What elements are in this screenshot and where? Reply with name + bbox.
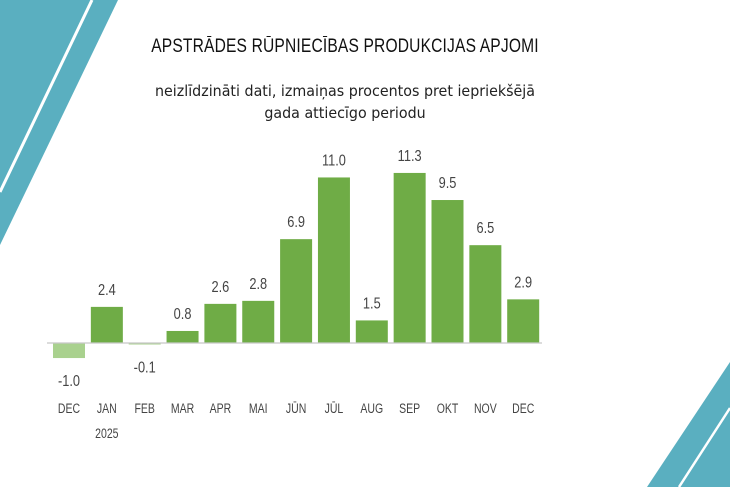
bar-11 [469,245,502,343]
subtitle-line-2: gada attiecīgo periodu [264,104,426,122]
chart-subtitle: neizlīdzināti dati, izmaiņas procentos p… [120,80,571,124]
data-label-2: -0.1 [134,359,156,377]
x-tick-label-6: JŪN [286,401,306,417]
bar-7 [317,177,350,343]
bar-8 [355,320,388,343]
bar-2 [128,343,161,345]
bar-3 [166,330,199,343]
x-tick-label-7: JŪL [325,401,344,417]
x-tick-label-10: OKT [437,401,459,417]
data-label-8: 1.5 [363,295,381,313]
subtitle-line-1: neizlīdzināti dati, izmaiņas procentos p… [154,82,536,100]
bar-12 [507,299,540,343]
x-tick-label-1: JAN [97,401,117,417]
x-tick-label-9: SEP [399,401,420,417]
x-tick-label-2: FEB [134,401,154,417]
bar-4 [204,303,237,343]
bar-6 [280,239,313,343]
data-label-10: 9.5 [439,175,457,193]
bar-10 [431,200,464,343]
x-tick-label-5: MAI [249,401,268,417]
data-label-6: 6.9 [287,214,305,232]
data-label-9: 11.3 [398,148,422,166]
bottom-right-stripe-shape [647,362,730,487]
x-tick-label-4: APR [210,401,232,417]
data-label-12: 2.9 [514,274,532,292]
data-label-3: 0.8 [174,306,192,324]
top-left-white-line [0,0,94,193]
x-tick-label-3: MAR [171,401,194,417]
x-tick-sublabel-1: 2025 [95,426,118,442]
data-label-5: 2.8 [249,276,267,294]
data-label-1: 2.4 [98,282,116,300]
x-tick-label-12: DEC [512,401,534,417]
x-tick-label-8: AUG [360,401,383,417]
bottom-right-white-line [677,407,730,487]
bar-0 [53,343,85,359]
data-label-4: 2.6 [212,279,230,297]
chart-title: APSTRĀDES RŪPNIECĪBAS PRODUKCIJAS APJOMI [151,36,539,57]
bar-1 [90,306,123,343]
data-label-11: 6.5 [476,220,494,238]
data-label-7: 11.0 [322,152,346,170]
x-tick-label-0: DEC [58,401,80,417]
x-tick-label-11: NOV [474,401,497,417]
top-left-stripe-shape [0,0,118,245]
bar-5 [242,300,275,343]
data-label-0: -1.0 [58,373,80,391]
bar-9 [393,172,426,343]
